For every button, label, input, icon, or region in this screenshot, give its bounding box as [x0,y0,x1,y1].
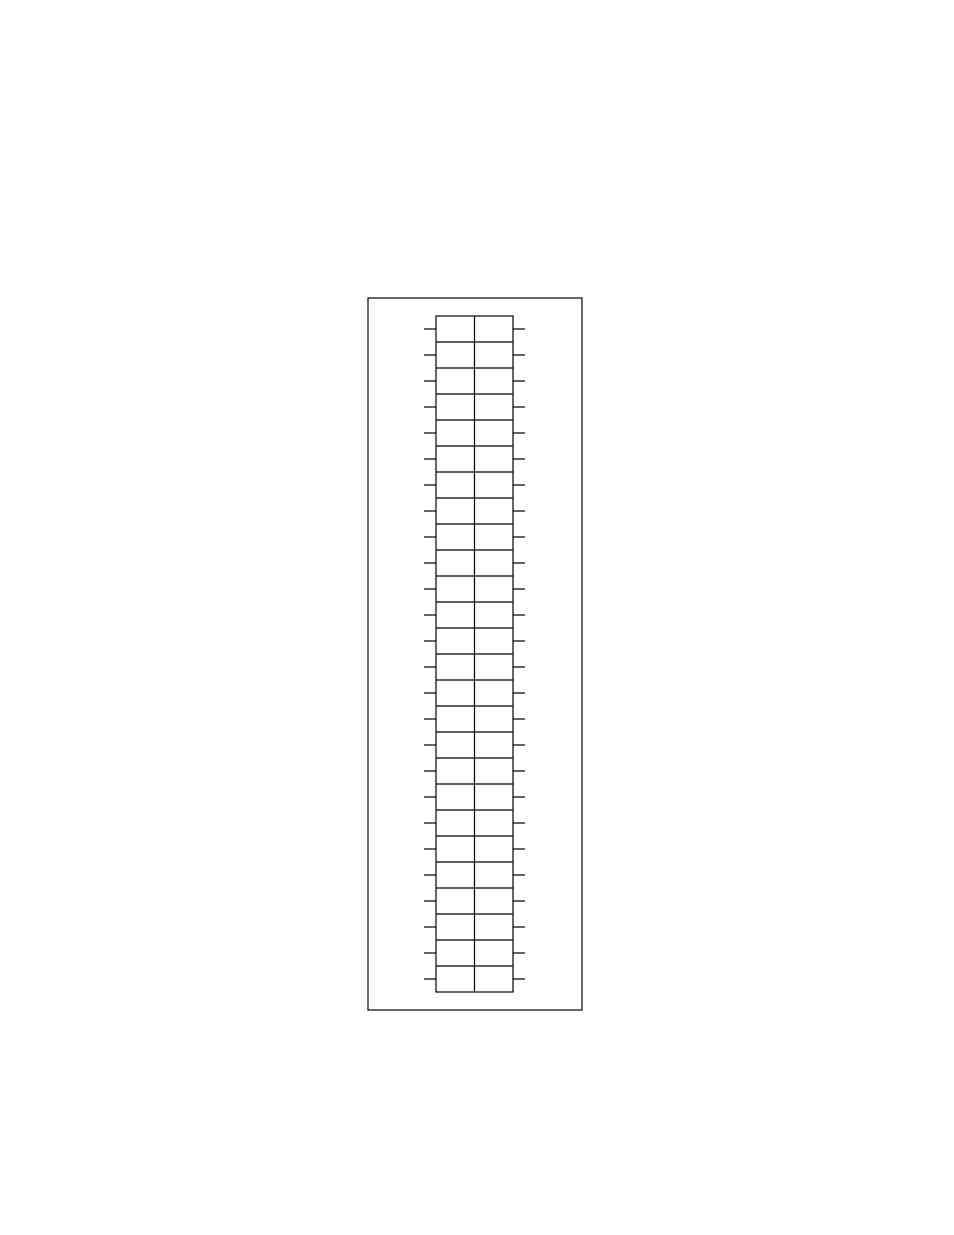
ic-pinout-diagram [0,0,954,1235]
